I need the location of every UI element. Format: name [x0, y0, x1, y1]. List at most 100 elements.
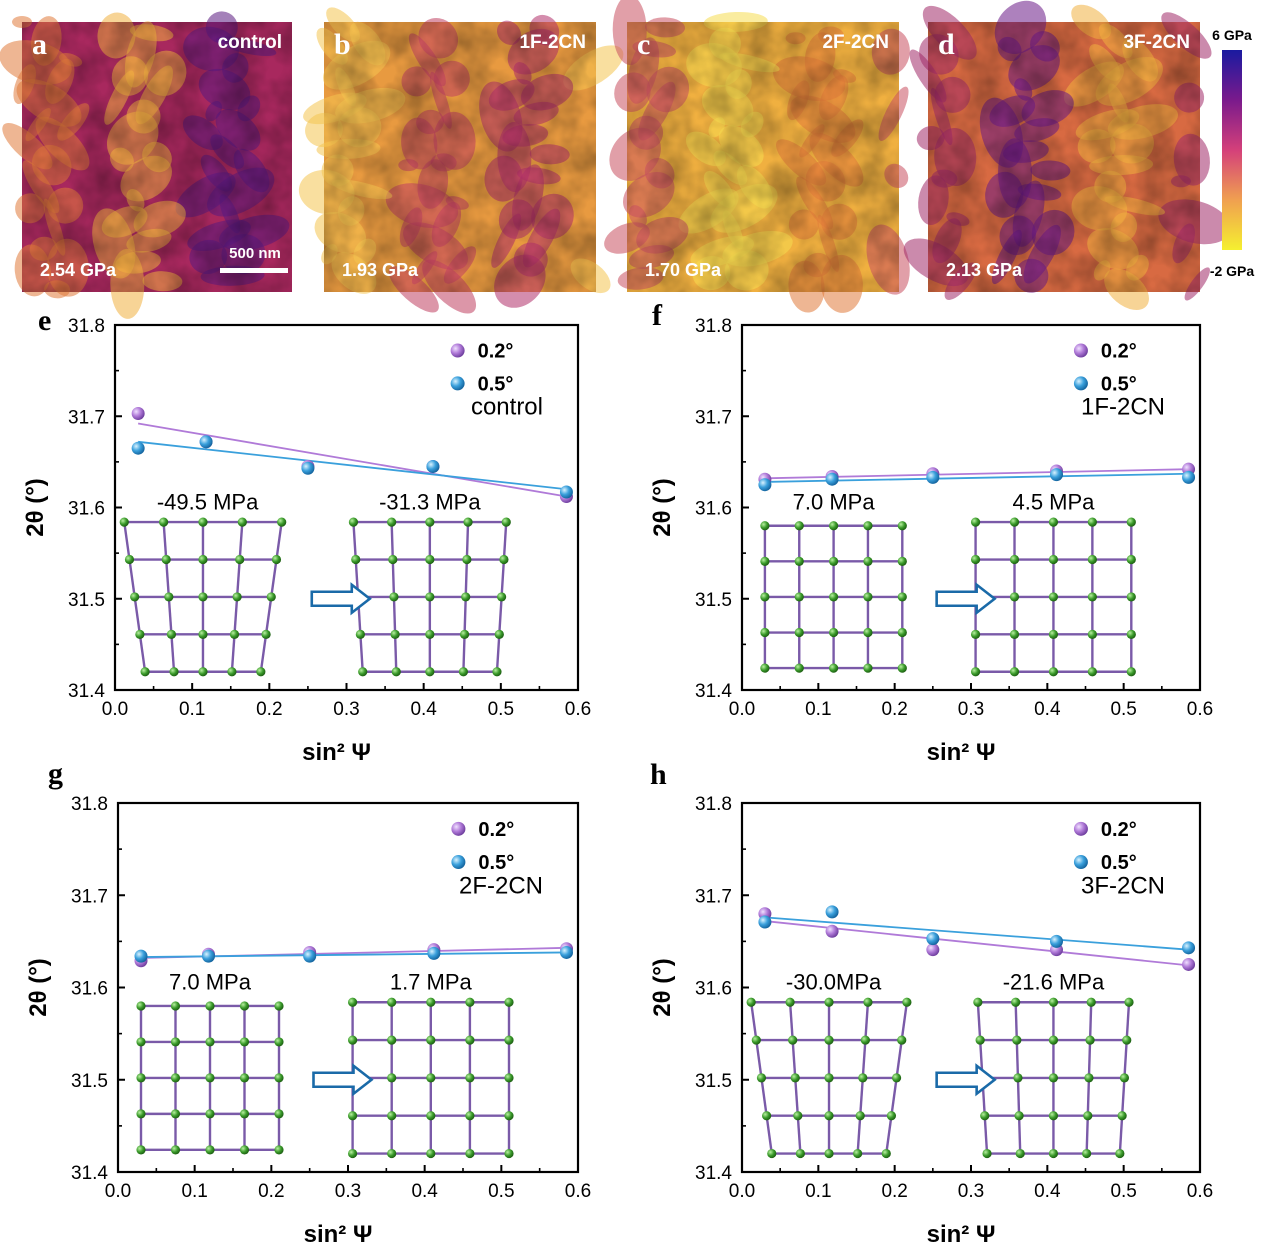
- lattice-atom: [1048, 592, 1059, 602]
- legend-marker: [1073, 821, 1088, 836]
- lattice-bond: [1088, 1002, 1093, 1041]
- lattice-atom: [239, 1109, 250, 1119]
- lattice-atom: [136, 1037, 146, 1047]
- x-tick-label: 0.5: [488, 1181, 514, 1202]
- x-tick-label: 0.2: [881, 699, 907, 720]
- lattice-atom: [1126, 592, 1136, 602]
- sample-label: 1F-2CN: [519, 32, 586, 53]
- panel-letter: c: [637, 28, 650, 61]
- lattice-atom: [136, 1073, 146, 1083]
- lattice-diagram: [970, 517, 1136, 677]
- lattice-bond: [259, 634, 268, 672]
- lattice-atom: [504, 1111, 514, 1121]
- lattice-atom: [891, 1073, 902, 1083]
- lattice-atom: [501, 517, 511, 527]
- fit-line: [764, 916, 1189, 951]
- legend-label: 0.2°: [1101, 819, 1137, 841]
- lattice-bond: [123, 521, 131, 560]
- lattice-bond: [796, 1115, 802, 1154]
- lattice-atom: [853, 1148, 863, 1159]
- stress-label-before: 7.0 MPa: [793, 489, 876, 514]
- map-texture: [627, 22, 899, 292]
- data-point: [825, 472, 839, 486]
- x-tick-label: 0.3: [958, 1181, 984, 1202]
- lattice-atom: [161, 554, 171, 565]
- lattice-atom: [829, 556, 839, 566]
- lattice-atom: [170, 1001, 181, 1011]
- stress-map-d: d 3F-2CN 2.13 GPa: [903, 0, 1231, 311]
- lattice-atom: [863, 997, 873, 1007]
- lattice-bond: [393, 634, 398, 672]
- lattice-diagram: [973, 997, 1134, 1159]
- x-tick-label: 0.1: [179, 699, 205, 720]
- lattice-atom: [462, 554, 472, 565]
- x-tick-label: 0.0: [729, 1181, 755, 1202]
- sample-label: 3F-2CN: [1081, 872, 1165, 899]
- lattice-bond: [1017, 1115, 1022, 1154]
- lattice-atom: [232, 592, 242, 602]
- lattice-atom: [824, 1111, 834, 1121]
- lattice-atom: [205, 1109, 215, 1119]
- lattice-bond: [352, 522, 357, 560]
- lattice-atom: [794, 627, 804, 638]
- y-tick-label: 31.5: [695, 1071, 732, 1092]
- lattice-bond: [463, 596, 467, 635]
- y-tick-label: 31.7: [695, 886, 732, 907]
- lattice-atom: [459, 629, 470, 639]
- lattice-bond: [890, 1077, 898, 1116]
- lattice-atom: [756, 1073, 767, 1083]
- lattice-atom: [1087, 667, 1097, 677]
- sample-label: control: [471, 393, 543, 420]
- lattice-atom: [863, 592, 873, 602]
- lattice-atom: [1048, 667, 1059, 677]
- x-tick-label: 0.0: [102, 699, 128, 720]
- lattice-atom: [389, 592, 399, 602]
- lattice-atom: [136, 1145, 146, 1155]
- lattice-atom: [970, 517, 981, 527]
- lattice-bond: [230, 634, 236, 672]
- lattice-atom: [494, 629, 504, 639]
- lattice-atom: [794, 592, 804, 602]
- average-stress-label: 2.54 GPa: [40, 260, 117, 280]
- lattice-atom: [1117, 1111, 1127, 1121]
- lattice-atom: [358, 667, 368, 677]
- data-point: [926, 943, 940, 957]
- lattice-atom: [1048, 517, 1059, 527]
- lattice-atom: [1048, 997, 1059, 1007]
- sample-label: 1F-2CN: [1081, 393, 1165, 420]
- y-tick-label: 31.6: [71, 979, 108, 1000]
- legend-marker: [1073, 376, 1088, 391]
- x-tick-label: 0.1: [805, 1181, 831, 1202]
- lattice-atom: [348, 1111, 358, 1121]
- lattice-atom: [897, 521, 907, 531]
- lattice-atom: [746, 997, 756, 1007]
- data-point: [1182, 470, 1196, 484]
- lattice-atom: [461, 592, 471, 602]
- lattice-bond: [749, 1002, 758, 1041]
- lattice-bond: [167, 596, 173, 635]
- stress-label-after: 4.5 MPa: [1012, 489, 1095, 514]
- panel-letter: b: [334, 28, 351, 61]
- average-stress-label: 2.13 GPa: [946, 260, 1023, 280]
- lattice-atom: [760, 627, 770, 638]
- lattice-atom: [897, 627, 907, 638]
- lattice-diagram: [746, 997, 912, 1159]
- data-point: [1182, 957, 1196, 971]
- lattice-bond: [895, 1039, 903, 1079]
- legend-marker: [1073, 343, 1088, 358]
- lattice-atom: [164, 592, 174, 602]
- data-point: [1049, 934, 1063, 948]
- lattice-atom: [1115, 1148, 1125, 1159]
- legend-marker: [1073, 855, 1088, 870]
- lattice-atom: [881, 1148, 891, 1159]
- lattice-atom: [824, 997, 834, 1007]
- lattice-atom: [465, 1148, 475, 1159]
- lattice-atom: [1119, 1073, 1130, 1083]
- lattice-atom: [426, 1035, 436, 1045]
- lattice-diagram: [348, 517, 511, 677]
- lattice-atom: [970, 667, 981, 677]
- lattice-atom: [1048, 1111, 1059, 1121]
- lattice-inset: [119, 517, 511, 677]
- lattice-atom: [1009, 629, 1020, 639]
